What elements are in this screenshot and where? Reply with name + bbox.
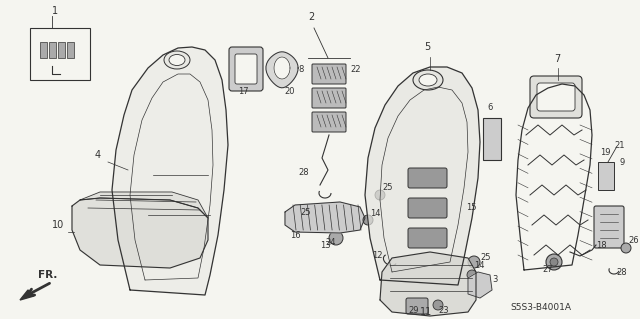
Ellipse shape [164, 51, 190, 69]
Bar [67, 42, 74, 58]
Text: 19: 19 [600, 148, 611, 157]
FancyBboxPatch shape [530, 76, 582, 118]
Circle shape [468, 256, 480, 268]
Ellipse shape [413, 70, 443, 90]
FancyBboxPatch shape [312, 64, 346, 84]
Text: 12: 12 [372, 251, 383, 260]
Bar [598, 162, 614, 190]
Text: 21: 21 [614, 141, 625, 150]
Text: 25: 25 [300, 208, 310, 217]
Text: FR.: FR. [38, 270, 58, 280]
Circle shape [550, 258, 558, 266]
Text: 28: 28 [616, 268, 627, 277]
Text: 7: 7 [554, 54, 560, 64]
Text: 28: 28 [298, 168, 308, 177]
FancyBboxPatch shape [229, 47, 263, 91]
FancyBboxPatch shape [408, 168, 447, 188]
Polygon shape [380, 252, 476, 316]
Bar [483, 118, 501, 160]
Text: 17: 17 [238, 87, 248, 96]
Text: 1: 1 [52, 6, 58, 16]
FancyBboxPatch shape [406, 298, 428, 314]
Text: 16: 16 [290, 231, 301, 240]
Text: 14: 14 [474, 261, 484, 270]
Text: 8: 8 [298, 65, 303, 74]
Text: 26: 26 [628, 236, 639, 245]
Text: 13: 13 [320, 241, 331, 250]
FancyBboxPatch shape [408, 228, 447, 248]
Text: 2: 2 [308, 12, 314, 22]
Text: 6: 6 [487, 103, 492, 112]
Bar [40, 42, 47, 58]
Text: 4: 4 [95, 150, 101, 160]
Text: S5S3-B4001A: S5S3-B4001A [510, 303, 571, 312]
Circle shape [621, 243, 631, 253]
Text: 10: 10 [52, 220, 64, 230]
Text: 3: 3 [492, 275, 497, 284]
FancyBboxPatch shape [312, 112, 346, 132]
Polygon shape [274, 57, 290, 79]
Text: 11: 11 [420, 307, 432, 317]
Text: 25: 25 [382, 183, 392, 192]
Text: 20: 20 [284, 87, 294, 96]
Circle shape [329, 231, 343, 245]
Text: 5: 5 [424, 42, 430, 52]
Polygon shape [72, 198, 208, 268]
Polygon shape [285, 202, 365, 233]
Bar [30, 28, 90, 80]
Text: 18: 18 [596, 241, 607, 250]
Circle shape [363, 215, 373, 225]
Text: 9: 9 [620, 158, 625, 167]
Text: 27: 27 [542, 265, 552, 274]
FancyBboxPatch shape [537, 83, 575, 111]
Circle shape [433, 300, 443, 310]
Polygon shape [468, 272, 492, 298]
Text: 24: 24 [325, 238, 335, 247]
Text: 25: 25 [480, 253, 490, 262]
FancyBboxPatch shape [312, 88, 346, 108]
FancyBboxPatch shape [235, 54, 257, 84]
Polygon shape [112, 47, 228, 295]
Text: 29: 29 [408, 306, 419, 315]
Text: 23: 23 [438, 306, 449, 315]
FancyBboxPatch shape [408, 198, 447, 218]
Text: 14: 14 [370, 209, 381, 218]
Polygon shape [365, 67, 480, 285]
Polygon shape [266, 52, 298, 88]
Ellipse shape [419, 74, 437, 86]
FancyBboxPatch shape [594, 206, 624, 248]
Circle shape [546, 254, 562, 270]
Polygon shape [20, 290, 34, 300]
Text: 15: 15 [466, 203, 477, 212]
Text: 22: 22 [350, 65, 360, 74]
Bar [49, 42, 56, 58]
Ellipse shape [169, 55, 185, 65]
Bar [58, 42, 65, 58]
Circle shape [467, 270, 477, 280]
Polygon shape [80, 192, 208, 218]
Circle shape [375, 190, 385, 200]
